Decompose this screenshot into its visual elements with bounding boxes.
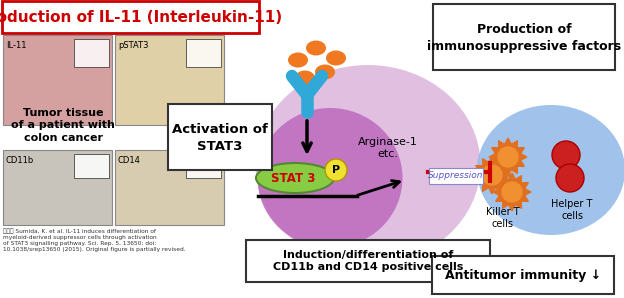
Circle shape	[497, 146, 519, 168]
Text: Activation of
STAT3: Activation of STAT3	[172, 123, 268, 153]
FancyBboxPatch shape	[432, 256, 614, 294]
Ellipse shape	[295, 71, 315, 86]
Bar	[186, 154, 221, 178]
Circle shape	[556, 164, 584, 192]
FancyBboxPatch shape	[246, 240, 490, 282]
Circle shape	[481, 164, 503, 186]
Bar	[3, 35, 112, 125]
Ellipse shape	[255, 65, 480, 265]
Ellipse shape	[477, 105, 624, 235]
FancyBboxPatch shape	[429, 168, 483, 184]
Bar	[115, 35, 224, 125]
Bar	[186, 39, 221, 67]
Bar	[74, 39, 109, 67]
Text: Killer T
cells: Killer T cells	[486, 207, 520, 229]
Text: Tumor tissue
of a patient with
colon cancer: Tumor tissue of a patient with colon can…	[11, 108, 115, 143]
Ellipse shape	[258, 108, 402, 248]
Text: Production of IL-11 (Interleukin-11): Production of IL-11 (Interleukin-11)	[0, 10, 282, 24]
Polygon shape	[473, 156, 511, 194]
Text: CD14: CD14	[118, 156, 141, 165]
Bar	[115, 150, 224, 225]
Ellipse shape	[256, 163, 334, 193]
FancyBboxPatch shape	[433, 4, 615, 70]
Text: Suppression: Suppression	[428, 172, 484, 181]
Text: Induction/differentiation of
CD11b and CD14 positive cells: Induction/differentiation of CD11b and C…	[273, 250, 463, 272]
Ellipse shape	[315, 64, 335, 80]
FancyBboxPatch shape	[2, 1, 259, 33]
Ellipse shape	[326, 50, 346, 66]
FancyBboxPatch shape	[168, 104, 272, 170]
Circle shape	[552, 141, 580, 169]
Ellipse shape	[306, 41, 326, 55]
Ellipse shape	[288, 52, 308, 68]
Polygon shape	[493, 173, 531, 211]
Bar	[74, 154, 109, 178]
Text: CD11b: CD11b	[6, 156, 34, 165]
Bar	[3, 150, 112, 225]
Text: 出典： Sumida, K. et al. IL-11 induces differentiation of
myeloid-derived suppresso: 出典： Sumida, K. et al. IL-11 induces diff…	[3, 228, 185, 252]
Text: Helper T
cells: Helper T cells	[552, 199, 593, 221]
Text: pSTAT3: pSTAT3	[118, 41, 149, 50]
Circle shape	[325, 159, 347, 181]
Circle shape	[501, 181, 523, 203]
Text: Production of
immunosuppressive factors: Production of immunosuppressive factors	[427, 23, 621, 53]
Text: STAT 3: STAT 3	[271, 172, 315, 184]
Text: Arginase-1
etc.: Arginase-1 etc.	[358, 137, 418, 159]
Text: Antitumor immunity ↓: Antitumor immunity ↓	[445, 268, 601, 282]
Polygon shape	[489, 138, 527, 176]
Text: P: P	[332, 165, 340, 175]
Text: IL-11: IL-11	[6, 41, 26, 50]
